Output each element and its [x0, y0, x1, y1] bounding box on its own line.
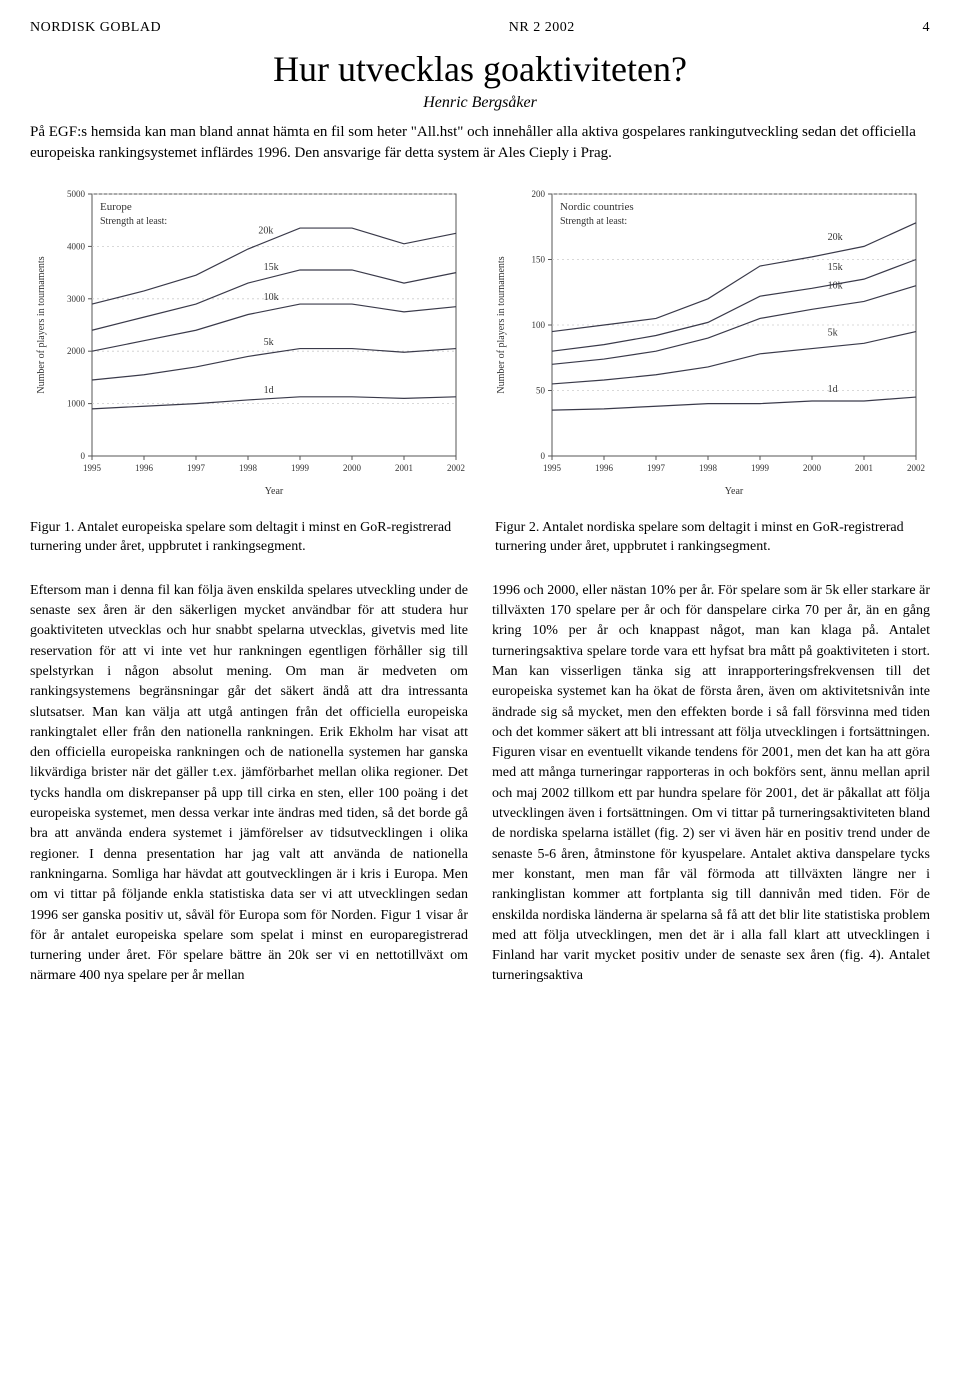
svg-text:20k: 20k	[828, 232, 843, 243]
svg-text:0: 0	[541, 451, 546, 461]
svg-text:1996: 1996	[135, 463, 154, 473]
svg-text:1995: 1995	[543, 463, 562, 473]
chart-1-container: 0 1000 2000 3000 4000 5000 1995 1996 1997 1998 199…	[30, 180, 470, 505]
svg-text:1998: 1998	[699, 463, 718, 473]
svg-text:1996: 1996	[595, 463, 614, 473]
chart-2-container: 0 50 100 150 200 1995 1996 1997 1998 1999 2000 2001…	[490, 180, 930, 505]
svg-text:1d: 1d	[264, 385, 274, 396]
svg-text:Strength at least:: Strength at least:	[100, 216, 167, 227]
caption-2: Figur 2. Antalet nordiska spelare som de…	[495, 519, 930, 557]
svg-text:4000: 4000	[67, 241, 86, 251]
svg-text:200: 200	[532, 189, 546, 199]
article-title: Hur utvecklas goaktiviteten?	[30, 48, 930, 90]
svg-text:5k: 5k	[264, 337, 274, 348]
svg-text:100: 100	[532, 320, 546, 330]
svg-text:1999: 1999	[291, 463, 310, 473]
svg-text:3000: 3000	[67, 294, 86, 304]
charts-row: 0100020003000400050001995199619971998199…	[30, 180, 930, 505]
svg-text:2002: 2002	[447, 463, 465, 473]
body-column-2: 1996 och 2000, eller nästan 10% per år. …	[492, 581, 930, 987]
body-column-1: Eftersom man i denna fil kan följa även …	[30, 581, 468, 987]
svg-text:1998: 1998	[239, 463, 258, 473]
svg-text:Year: Year	[725, 486, 744, 497]
svg-text:20k: 20k	[258, 225, 273, 236]
svg-text:Number of players in tournamen: Number of players in tournaments	[496, 256, 507, 393]
svg-text:2001: 2001	[395, 463, 413, 473]
svg-text:Strength at least:: Strength at least:	[560, 216, 627, 227]
caption-1: Figur 1. Antalet europeiska spelare som …	[30, 519, 465, 557]
svg-text:10k: 10k	[828, 280, 843, 291]
svg-text:Nordic countries: Nordic countries	[560, 201, 634, 213]
svg-text:Europe: Europe	[100, 201, 132, 213]
article-author: Henric Bergsåker	[30, 94, 930, 112]
svg-text:1997: 1997	[647, 463, 666, 473]
issue-number: NR 2 2002	[509, 20, 575, 36]
chart-1: 0 1000 2000 3000 4000 5000 1995 1996 1997 1998 199…	[30, 180, 470, 500]
svg-text:1000: 1000	[67, 399, 86, 409]
svg-text:1999: 1999	[751, 463, 770, 473]
svg-text:150: 150	[532, 255, 546, 265]
svg-text:5k: 5k	[828, 327, 838, 338]
svg-text:2002: 2002	[907, 463, 925, 473]
publication-name: NORDISK GOBLAD	[30, 20, 161, 36]
svg-text:2000: 2000	[803, 463, 822, 473]
intro-paragraph: På EGF:s hemsida kan man bland annat häm…	[30, 122, 930, 164]
page-number: 4	[922, 20, 930, 36]
svg-text:15k: 15k	[828, 262, 843, 273]
body-text: Eftersom man i denna fil kan följa även …	[30, 581, 930, 987]
svg-text:2000: 2000	[343, 463, 362, 473]
svg-text:50: 50	[536, 386, 546, 396]
svg-text:5000: 5000	[67, 189, 86, 199]
svg-text:0: 0	[81, 451, 86, 461]
svg-text:10k: 10k	[264, 292, 279, 303]
page-header: NORDISK GOBLAD NR 2 2002 4	[30, 20, 930, 36]
svg-text:Year: Year	[265, 486, 284, 497]
svg-text:2001: 2001	[855, 463, 873, 473]
svg-text:1995: 1995	[83, 463, 102, 473]
svg-text:15k: 15k	[264, 262, 279, 273]
svg-text:1d: 1d	[828, 384, 838, 395]
svg-text:Number of players in tournamen: Number of players in tournaments	[36, 256, 47, 393]
svg-text:2000: 2000	[67, 346, 86, 356]
captions-row: Figur 1. Antalet europeiska spelare som …	[30, 519, 930, 557]
svg-text:1997: 1997	[187, 463, 206, 473]
chart-2: 0 50 100 150 200 1995 1996 1997 1998 1999 2000 2001…	[490, 180, 930, 500]
